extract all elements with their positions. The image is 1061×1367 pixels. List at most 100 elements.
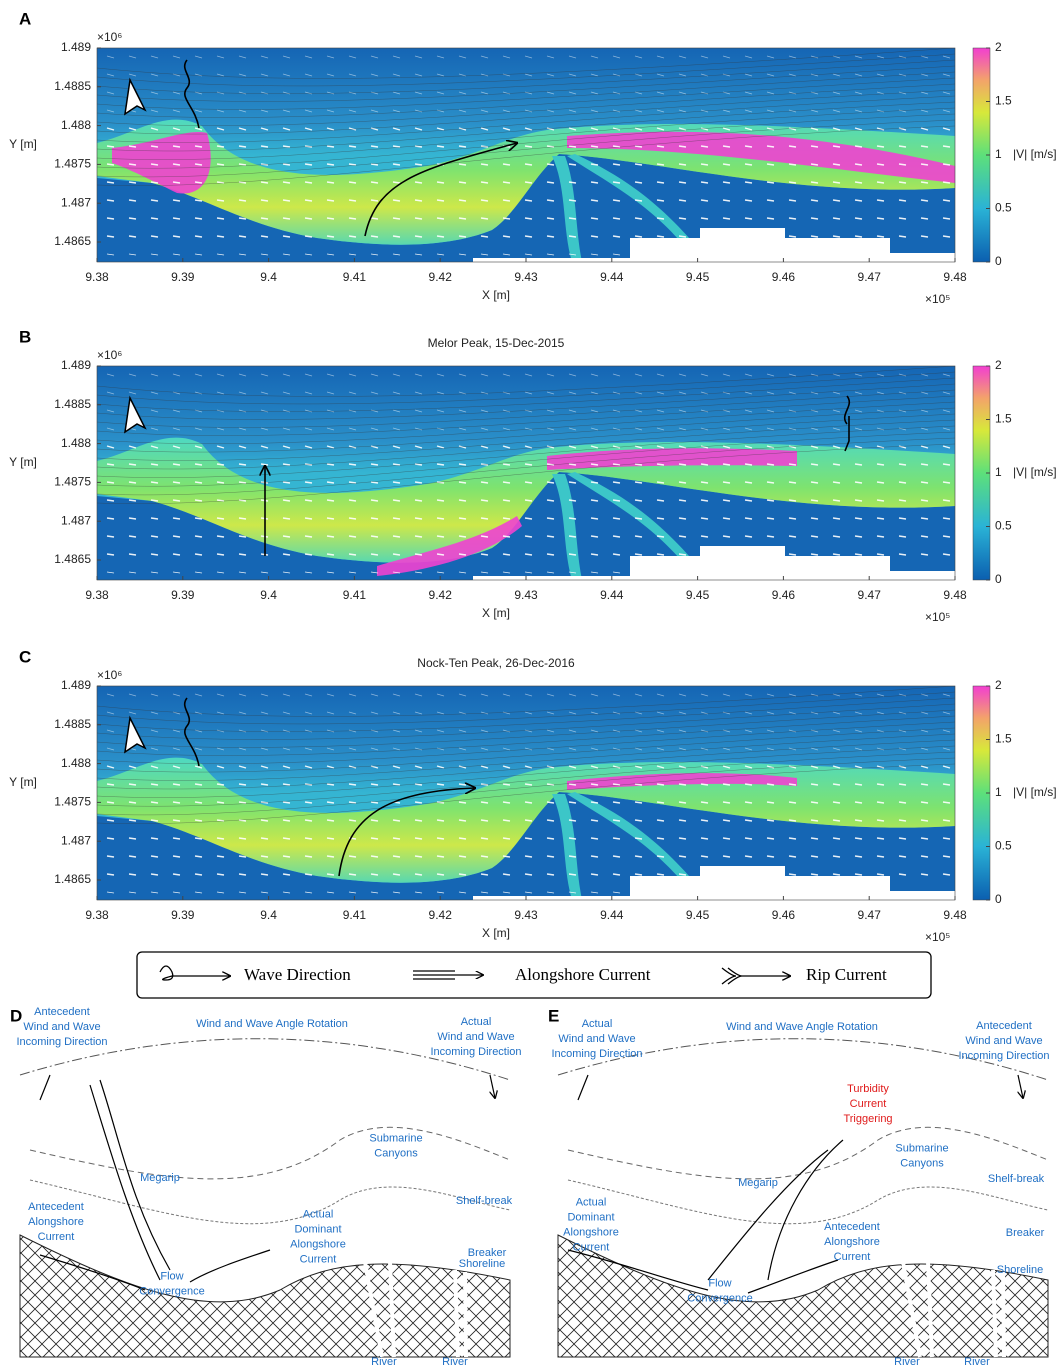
flow-vector bbox=[173, 784, 180, 785]
flow-vector bbox=[899, 802, 906, 803]
flow-vector bbox=[327, 236, 334, 237]
flow-vector bbox=[767, 784, 774, 785]
flow-vector bbox=[107, 856, 114, 857]
flow-vector bbox=[305, 182, 312, 183]
flow-vector bbox=[129, 820, 136, 821]
flow-vector bbox=[569, 784, 576, 785]
flow-vector bbox=[855, 536, 862, 537]
flow-vector bbox=[415, 856, 422, 857]
flow-vector bbox=[701, 518, 708, 519]
flow-vector bbox=[327, 500, 334, 501]
flow-vector bbox=[745, 802, 752, 803]
diagram-label: Convergence bbox=[687, 1292, 752, 1304]
flow-vector bbox=[811, 536, 818, 537]
flow-vector bbox=[393, 146, 400, 147]
flow-vector bbox=[833, 820, 840, 821]
panel-label: A bbox=[19, 9, 31, 28]
flow-vector bbox=[305, 200, 312, 201]
flow-vector bbox=[503, 464, 510, 465]
flow-vector bbox=[393, 874, 400, 875]
flow-vector bbox=[723, 856, 730, 857]
flow-vector bbox=[371, 182, 378, 183]
flow-vector bbox=[525, 536, 532, 537]
diagram-label: Wind and Wave Angle Rotation bbox=[726, 1021, 878, 1033]
flow-vector bbox=[173, 182, 180, 183]
flow-vector bbox=[327, 874, 334, 875]
flow-vector bbox=[789, 874, 796, 875]
flow-vector bbox=[173, 500, 180, 501]
flow-vector bbox=[547, 500, 554, 501]
diagram-label: Shelf-break bbox=[988, 1173, 1045, 1185]
flow-vector bbox=[129, 464, 136, 465]
diagram-label: Canyons bbox=[374, 1147, 418, 1159]
flow-vector bbox=[745, 500, 752, 501]
flow-vector bbox=[569, 464, 576, 465]
flow-vector bbox=[393, 236, 400, 237]
flow-vector bbox=[459, 536, 466, 537]
flow-vector bbox=[107, 784, 114, 785]
flow-vector bbox=[657, 182, 664, 183]
flow-vector bbox=[943, 802, 950, 803]
y-axis-label: Y [m] bbox=[9, 455, 37, 469]
mask-block bbox=[473, 576, 630, 580]
flow-vector bbox=[635, 784, 642, 785]
flow-vector bbox=[811, 518, 818, 519]
flow-vector bbox=[943, 856, 950, 857]
flow-vector bbox=[195, 784, 202, 785]
flow-vector bbox=[261, 146, 268, 147]
flow-vector bbox=[789, 164, 796, 165]
flow-vector bbox=[789, 182, 796, 183]
flow-vector bbox=[305, 164, 312, 165]
flow-vector bbox=[327, 536, 334, 537]
flow-vector bbox=[525, 874, 532, 875]
flow-vector bbox=[899, 554, 906, 555]
flow-vector bbox=[393, 482, 400, 483]
flow-vector bbox=[283, 554, 290, 555]
flow-vector bbox=[877, 200, 884, 201]
flow-vector bbox=[833, 164, 840, 165]
flow-vector bbox=[437, 200, 444, 201]
flow-vector bbox=[481, 500, 488, 501]
flow-vector bbox=[657, 784, 664, 785]
flow-vector bbox=[151, 784, 158, 785]
flow-vector bbox=[855, 218, 862, 219]
y-axis-label: Y [m] bbox=[9, 775, 37, 789]
flow-vector bbox=[129, 784, 136, 785]
flow-vector bbox=[459, 518, 466, 519]
flow-vector bbox=[921, 200, 928, 201]
flow-vector bbox=[195, 182, 202, 183]
diagram-label: Shelf-break bbox=[456, 1195, 513, 1207]
flow-vector bbox=[437, 146, 444, 147]
colorbar-tick-label: 1.5 bbox=[995, 94, 1012, 108]
flow-vector bbox=[481, 236, 488, 237]
flow-vector bbox=[261, 182, 268, 183]
flow-vector bbox=[415, 200, 422, 201]
flow-vector bbox=[437, 236, 444, 237]
flow-vector bbox=[833, 482, 840, 483]
flow-vector bbox=[217, 838, 224, 839]
flow-vector bbox=[613, 236, 620, 237]
diagram-label: Shoreline bbox=[459, 1258, 505, 1270]
flow-vector bbox=[283, 236, 290, 237]
flow-vector bbox=[503, 536, 510, 537]
flow-vector bbox=[459, 856, 466, 857]
flow-vector bbox=[415, 874, 422, 875]
mask-block bbox=[700, 228, 785, 262]
flow-vector bbox=[789, 784, 796, 785]
flow-vector bbox=[943, 838, 950, 839]
flow-vector bbox=[679, 856, 686, 857]
flow-vector bbox=[613, 200, 620, 201]
flow-vector bbox=[591, 802, 598, 803]
flow-vector bbox=[811, 482, 818, 483]
flow-vector bbox=[877, 784, 884, 785]
flow-vector bbox=[943, 536, 950, 537]
flow-vector bbox=[745, 482, 752, 483]
diagram-label: Alongshore bbox=[563, 1226, 619, 1238]
flow-vector bbox=[899, 464, 906, 465]
flow-vector bbox=[679, 874, 686, 875]
flow-vector bbox=[195, 218, 202, 219]
x-tick-label: 9.44 bbox=[600, 270, 624, 284]
flow-vector bbox=[547, 518, 554, 519]
flow-vector bbox=[349, 182, 356, 183]
flow-vector bbox=[833, 146, 840, 147]
